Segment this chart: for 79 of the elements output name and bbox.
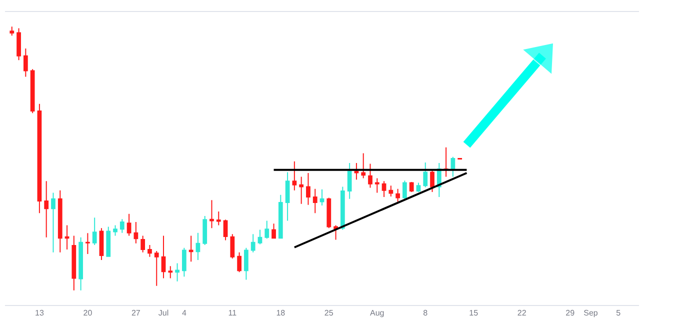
candlestick [120, 218, 124, 234]
candlestick [16, 28, 21, 61]
candlestick [382, 180, 386, 198]
x-tick-label: 20 [83, 308, 93, 318]
x-tick-label: Jul [158, 308, 169, 318]
candlestick [140, 235, 146, 253]
candlestick [320, 188, 324, 206]
x-tick-label: 27 [131, 308, 141, 318]
candlestick [312, 188, 318, 214]
candlestick [292, 160, 297, 191]
candlestick [409, 181, 414, 192]
candlestick [37, 103, 42, 214]
candlestick [188, 235, 194, 262]
candlestick [202, 215, 208, 246]
candlestick [272, 223, 276, 240]
x-tick-label: 25 [324, 308, 334, 318]
candlestick [10, 26, 14, 36]
candlestick [250, 234, 256, 253]
candlestick [23, 48, 28, 78]
candlestick [450, 156, 456, 178]
candlestick [402, 180, 407, 200]
candlestick [230, 234, 235, 259]
x-tick-label: 29 [566, 308, 576, 318]
candlestick [72, 235, 76, 291]
candlestick [388, 185, 394, 197]
candlestick [430, 170, 434, 192]
candlestick [374, 178, 380, 194]
candlestick [113, 224, 118, 236]
x-tick-label: 8 [423, 308, 428, 318]
candlestick [423, 162, 428, 188]
candlestick [182, 247, 186, 278]
x-tick-label: Aug [370, 308, 384, 318]
candlestick [347, 162, 352, 200]
candlestick [51, 192, 56, 253]
candlestick [210, 200, 214, 229]
candlestick [416, 182, 421, 192]
candlestick [175, 262, 180, 282]
x-tick-label: 5 [616, 308, 622, 318]
candlestick [326, 197, 332, 229]
candlestick [237, 252, 242, 273]
x-tick-label: 22 [517, 308, 527, 318]
x-tick-label: 4 [182, 308, 187, 318]
candlestick [299, 176, 304, 204]
candlestick [126, 213, 132, 236]
candlestick [368, 163, 372, 188]
candlestick [244, 247, 248, 280]
candlestick [258, 229, 262, 245]
candlestick [86, 232, 90, 254]
candlestick [92, 217, 97, 246]
candlestick [264, 220, 270, 240]
candlestick [148, 244, 152, 258]
x-tick-label: Sep [584, 308, 598, 318]
candlestick [196, 232, 200, 261]
candlestick [154, 250, 159, 286]
x-tick-label: 13 [35, 308, 44, 318]
x-tick-label: 15 [469, 308, 479, 318]
candlestick [78, 236, 83, 291]
candlestick [168, 266, 173, 279]
candlestick [306, 172, 310, 206]
candlestick [30, 68, 35, 114]
candlestick [161, 235, 166, 279]
candlestick [334, 224, 338, 240]
candlestick [64, 224, 70, 250]
x-tick-label: 11 [228, 308, 238, 318]
candlestick [223, 219, 228, 241]
candlestick [44, 180, 49, 238]
x-tick-label: 18 [276, 308, 286, 318]
candlestick [354, 162, 359, 180]
candlestick [99, 228, 104, 261]
candlestick [134, 222, 138, 244]
candlestick [106, 226, 111, 258]
candlestick [285, 172, 290, 222]
candlestick [216, 211, 221, 226]
candlestick [340, 186, 345, 230]
candlestick [444, 146, 448, 178]
candlestick [396, 188, 400, 202]
candlestick [361, 152, 366, 179]
candlestick [58, 190, 62, 253]
candlestick [278, 194, 283, 240]
